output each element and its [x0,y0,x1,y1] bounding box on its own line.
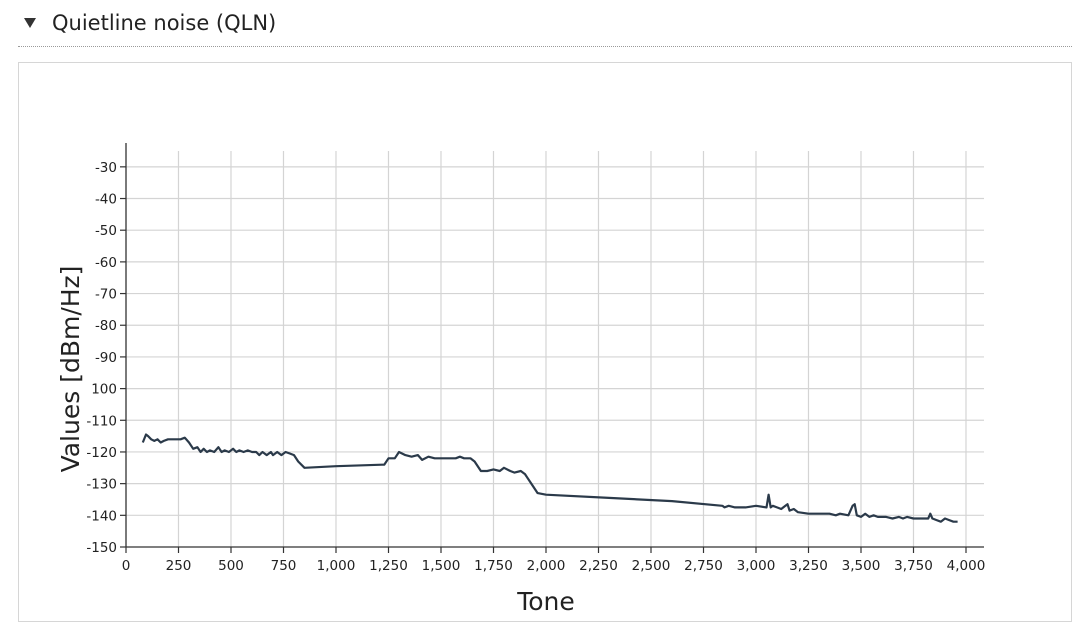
y-tick-label: -30 [95,160,117,176]
y-tick-label: -110 [86,413,117,429]
series-line [141,433,958,523]
tick-labels: 0 250 500 750 1,000 1,250 1,500 1,750 2,000 2,250… [86,160,985,574]
x-tick-label: 3,250 [789,558,828,574]
x-tick-label: 2,500 [632,558,671,574]
x-tick-label: 250 [166,558,192,574]
y-tick-label: -80 [95,318,117,334]
section-header[interactable]: Quietline noise (QLN) [18,0,1072,47]
y-tick-label: -40 [95,192,117,208]
y-tick-label: -90 [95,350,117,366]
x-tick-label: 3,500 [842,558,881,574]
x-tick-label: 4,000 [947,558,986,574]
x-tick-label: 3,750 [894,558,933,574]
x-tick-label: 1,750 [474,558,513,574]
section-title: Quietline noise (QLN) [52,11,277,35]
x-axis-title: Tone [516,587,575,616]
chart-panel: 0 250 500 750 1,000 1,250 1,500 1,750 2,000 2,250… [18,62,1072,622]
y-tick-label: -120 [86,445,117,461]
y-tick-label: -50 [95,223,117,239]
x-tick-label: 0 [122,558,131,574]
y-tick-label: -140 [86,508,117,524]
x-tick-label: 3,000 [737,558,776,574]
series-layer [141,433,958,523]
qln-chart: 0 250 500 750 1,000 1,250 1,500 1,750 2,000 2,250… [56,143,985,616]
x-tick-label: 2,750 [684,558,723,574]
x-tick-label: 1,000 [317,558,356,574]
grid [126,151,984,547]
x-tick-label: 1,500 [422,558,461,574]
x-tick-label: 2,250 [579,558,618,574]
y-tick-label: -60 [95,255,117,271]
y-tick-label: -150 [86,540,117,556]
x-tick-label: 750 [271,558,297,574]
x-tick-label: 500 [218,558,244,574]
y-tick-label: -130 [86,477,117,493]
axes [120,143,984,553]
y-axis-title: Values [dBm/Hz] [56,266,85,473]
y-tick-label: 100 [91,382,117,398]
x-tick-label: 2,000 [527,558,566,574]
x-tick-label: 1,250 [369,558,408,574]
y-tick-label: -70 [95,287,117,303]
triangle-down-icon[interactable] [24,18,36,28]
